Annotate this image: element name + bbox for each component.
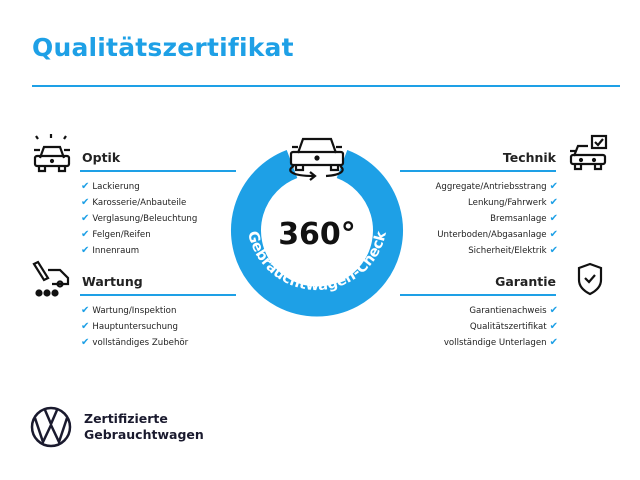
title-divider <box>32 85 620 87</box>
list-item: ✔ Lackierung <box>81 181 140 192</box>
list-item: ✔ Felgen/Reifen <box>81 229 151 240</box>
check-icon: ✔ <box>549 229 558 240</box>
car-lights-icon <box>33 134 71 173</box>
check-icon: ✔ <box>81 305 90 316</box>
check-icon: ✔ <box>81 321 90 332</box>
car-rotate-icon <box>289 137 345 181</box>
footer-text: Zertifizierte Gebrauchtwagen <box>84 411 204 442</box>
technik-divider <box>400 170 556 172</box>
car-checkbox-icon <box>569 134 608 171</box>
check-icon: ✔ <box>549 305 558 316</box>
check-icon: ✔ <box>81 197 90 208</box>
check-360-badge: 360° Gebrauchtwagen-Check <box>231 137 403 317</box>
list-item: Aggregate/Antriebsstrang ✔ <box>435 181 558 192</box>
optik-divider <box>80 170 236 172</box>
check-icon: ✔ <box>549 321 558 332</box>
garantie-heading: Garantie <box>495 274 556 289</box>
check-icon: ✔ <box>549 181 558 192</box>
check-icon: ✔ <box>81 337 90 348</box>
optik-heading: Optik <box>82 150 121 165</box>
list-item: Sicherheit/Elektrik ✔ <box>468 245 558 256</box>
page-title: Qualitätszertifikat <box>32 33 294 62</box>
center-value: 360° <box>278 217 356 252</box>
service-truck-icon <box>32 260 70 297</box>
vw-logo <box>30 406 72 448</box>
check-icon: ✔ <box>81 213 90 224</box>
check-icon: ✔ <box>81 181 90 192</box>
wartung-list: ✔ Wartung/Inspektion ✔ Hauptuntersuchung ✔… <box>81 303 188 351</box>
list-item: Qualitätszertifikat ✔ <box>469 321 558 332</box>
list-item: ✔ Karosserie/Anbauteile <box>81 197 187 208</box>
list-item: ✔ vollständiges Zubehör <box>81 337 189 348</box>
check-icon: ✔ <box>81 245 90 256</box>
check-icon: ✔ <box>549 213 558 224</box>
wartung-divider <box>80 294 236 296</box>
check-icon: ✔ <box>549 197 558 208</box>
list-item: ✔ Verglasung/Beleuchtung <box>81 213 198 224</box>
list-item: Garantienachweis ✔ <box>469 305 558 316</box>
list-item: ✔ Innenraum <box>81 245 140 256</box>
shield-check-icon <box>577 262 603 296</box>
technik-heading: Technik <box>502 150 556 165</box>
list-item: vollständige Unterlagen ✔ <box>443 337 558 348</box>
check-icon: ✔ <box>81 229 90 240</box>
garantie-list: Garantienachweis ✔ Qualitätszertifikat ✔ v… <box>444 303 558 351</box>
list-item: ✔ Wartung/Inspektion <box>81 305 177 316</box>
wartung-heading: Wartung <box>82 274 143 289</box>
technik-list: Aggregate/Antriebsstrang ✔ Lenkung/Fahrwe… <box>436 179 558 259</box>
list-item: ✔ Hauptuntersuchung <box>81 321 178 332</box>
garantie-divider <box>400 294 556 296</box>
list-item: Bremsanlage ✔ <box>490 213 558 224</box>
optik-list: ✔ Lackierung ✔ Karosserie/Anbauteile ✔ Verg… <box>81 179 197 259</box>
list-item: Lenkung/Fahrwerk ✔ <box>468 197 558 208</box>
check-icon: ✔ <box>549 245 558 256</box>
badge-ring <box>231 149 403 317</box>
list-item: Unterboden/Abgasanlage ✔ <box>437 229 558 240</box>
check-icon: ✔ <box>549 337 558 348</box>
